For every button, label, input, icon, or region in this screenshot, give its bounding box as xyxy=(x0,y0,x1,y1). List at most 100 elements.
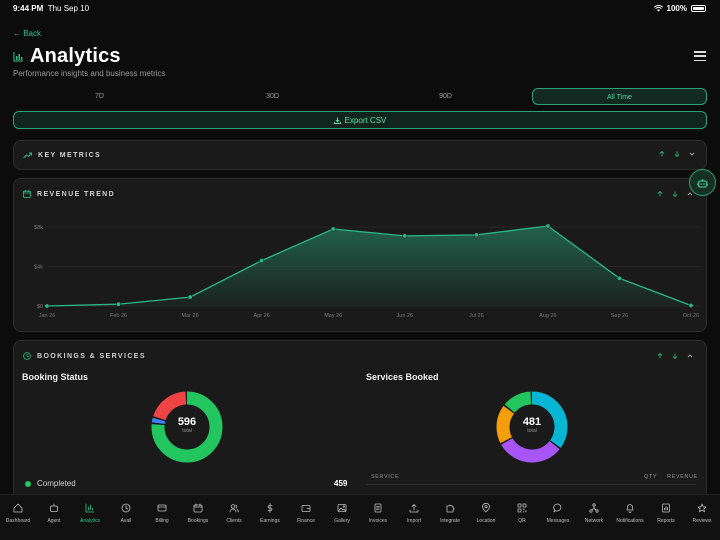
nav-label: Finance xyxy=(297,518,315,524)
donut-slice xyxy=(496,391,568,463)
revenue-area xyxy=(47,226,691,306)
nav-label: Messages xyxy=(546,518,570,524)
legend-item-completed: Completed xyxy=(25,479,76,488)
y-tick-label: $0 xyxy=(37,304,43,310)
legend-dot xyxy=(25,480,31,487)
nav-item-clients[interactable]: Clients xyxy=(216,495,252,540)
nav-label: Billing xyxy=(155,518,169,524)
status-bar: 9:44 PM Thu Sep 10 100% xyxy=(0,0,720,18)
calendar-icon xyxy=(193,503,203,513)
nav-label: Dashboard xyxy=(5,518,31,524)
key-metrics-title: KEY METRICS xyxy=(38,151,102,159)
data-point xyxy=(187,294,193,300)
revenue-line xyxy=(46,225,692,307)
page-title: Analytics xyxy=(30,45,121,67)
move-down-icon[interactable] xyxy=(671,190,679,198)
divider xyxy=(366,484,696,485)
nav-label: Reviews xyxy=(692,518,712,524)
nav-label: Location xyxy=(476,518,496,524)
booking-status-donut xyxy=(151,391,223,463)
nav-item-bookings[interactable]: Bookings xyxy=(180,495,216,540)
tab-7d[interactable]: 7D xyxy=(95,93,104,100)
users-icon xyxy=(229,504,239,513)
nav-item-avail[interactable]: Avail xyxy=(108,495,144,540)
wifi-icon xyxy=(653,5,663,12)
nav-label: Notifications xyxy=(616,518,644,524)
nav-item-gallery[interactable]: Gallery xyxy=(324,495,360,540)
nav-label: Import xyxy=(406,518,422,524)
network-icon xyxy=(589,503,599,513)
move-down-icon[interactable] xyxy=(673,150,681,158)
chevron-up-icon[interactable] xyxy=(686,352,694,360)
key-metrics-card: KEY METRICS xyxy=(13,140,707,170)
nav-item-notifications[interactable]: Notifications xyxy=(612,495,648,540)
bell-icon xyxy=(626,504,634,513)
move-up-icon[interactable] xyxy=(656,352,664,360)
move-up-icon[interactable] xyxy=(658,150,666,158)
nav-item-dashboard[interactable]: Dashboard xyxy=(0,495,36,540)
services-booked-center: 481 total xyxy=(512,416,552,434)
battery-icon xyxy=(691,5,706,12)
chevron-up-icon[interactable] xyxy=(686,190,694,198)
robot-icon xyxy=(50,503,58,512)
x-tick-label: Feb 26 xyxy=(110,313,127,319)
nav-item-qr[interactable]: QR xyxy=(504,495,540,540)
chevron-down-icon[interactable] xyxy=(688,150,696,158)
tab-90d[interactable]: 90D xyxy=(439,93,452,100)
legend-label: Completed xyxy=(37,479,76,488)
nav-label: Reports xyxy=(657,518,675,524)
x-tick-label: Jul 26 xyxy=(469,313,484,319)
nav-item-network[interactable]: Network xyxy=(576,495,612,540)
bottom-nav: Dashboard Agent Analytics Avail Billing Booki… xyxy=(0,494,720,540)
nav-item-location[interactable]: Location xyxy=(468,495,504,540)
nav-item-agent[interactable]: Agent xyxy=(36,495,72,540)
column-revenue: REVENUE xyxy=(667,474,698,480)
data-point xyxy=(616,275,622,281)
nav-item-invoices[interactable]: Invoices xyxy=(360,495,396,540)
nav-label: Clients xyxy=(226,518,242,524)
nav-item-earnings[interactable]: Earnings xyxy=(252,495,288,540)
nav-item-integrate[interactable]: Integrate xyxy=(432,495,468,540)
assistant-fab[interactable] xyxy=(689,169,716,196)
nav-label: Bookings xyxy=(187,518,209,524)
hamburger-menu-icon[interactable] xyxy=(694,51,706,61)
move-down-icon[interactable] xyxy=(671,352,679,360)
clock-icon xyxy=(23,352,31,360)
booking-total: 596 xyxy=(177,416,197,428)
nav-item-reports[interactable]: Reports xyxy=(648,495,684,540)
tab-all-time[interactable]: All Time xyxy=(532,88,707,105)
booking-total-label: total xyxy=(182,428,192,434)
back-button[interactable]: ← Back xyxy=(13,29,42,38)
nav-item-reviews[interactable]: Reviews xyxy=(684,495,720,540)
legend-value: 459 xyxy=(334,479,348,488)
nav-item-import[interactable]: Import xyxy=(396,495,432,540)
tab-30d[interactable]: 30D xyxy=(266,93,279,100)
nav-item-analytics[interactable]: Analytics xyxy=(72,495,108,540)
download-icon xyxy=(333,117,341,124)
nav-item-messages[interactable]: Messages xyxy=(540,495,576,540)
revenue-trend-card: REVENUE TREND $8k $4k $0 Jan 26 Feb 26 Mar 2… xyxy=(13,178,707,332)
nav-item-billing[interactable]: Billing xyxy=(144,495,180,540)
booking-status-center: 596 total xyxy=(167,416,207,434)
home-icon xyxy=(13,503,23,513)
export-csv-button[interactable]: Export CSV xyxy=(13,111,707,129)
nav-label: Integrate xyxy=(440,518,460,524)
services-booked-title: Services Booked xyxy=(366,372,439,382)
nav-label: Analytics xyxy=(79,518,100,524)
data-point xyxy=(116,301,122,307)
report-icon xyxy=(662,503,670,513)
export-csv-label: Export CSV xyxy=(344,115,387,125)
battery-percent: 100% xyxy=(666,4,687,13)
column-qty: QTY xyxy=(644,474,658,480)
x-tick-label: May 26 xyxy=(324,313,342,319)
bookings-services-title: BOOKINGS & SERVICES xyxy=(37,352,146,360)
move-up-icon[interactable] xyxy=(656,190,664,198)
nav-item-finance[interactable]: Finance xyxy=(288,495,324,540)
column-service: SERVICE xyxy=(371,474,400,480)
revenue-trend-title: REVENUE TREND xyxy=(37,190,116,198)
nav-label: Avail xyxy=(120,518,132,524)
time-range-tabs: 7D 30D 90D All Time xyxy=(13,88,707,105)
x-tick-label: Aug 26 xyxy=(539,313,556,319)
nav-label: QR xyxy=(518,518,526,524)
nav-label: Gallery xyxy=(334,518,350,524)
